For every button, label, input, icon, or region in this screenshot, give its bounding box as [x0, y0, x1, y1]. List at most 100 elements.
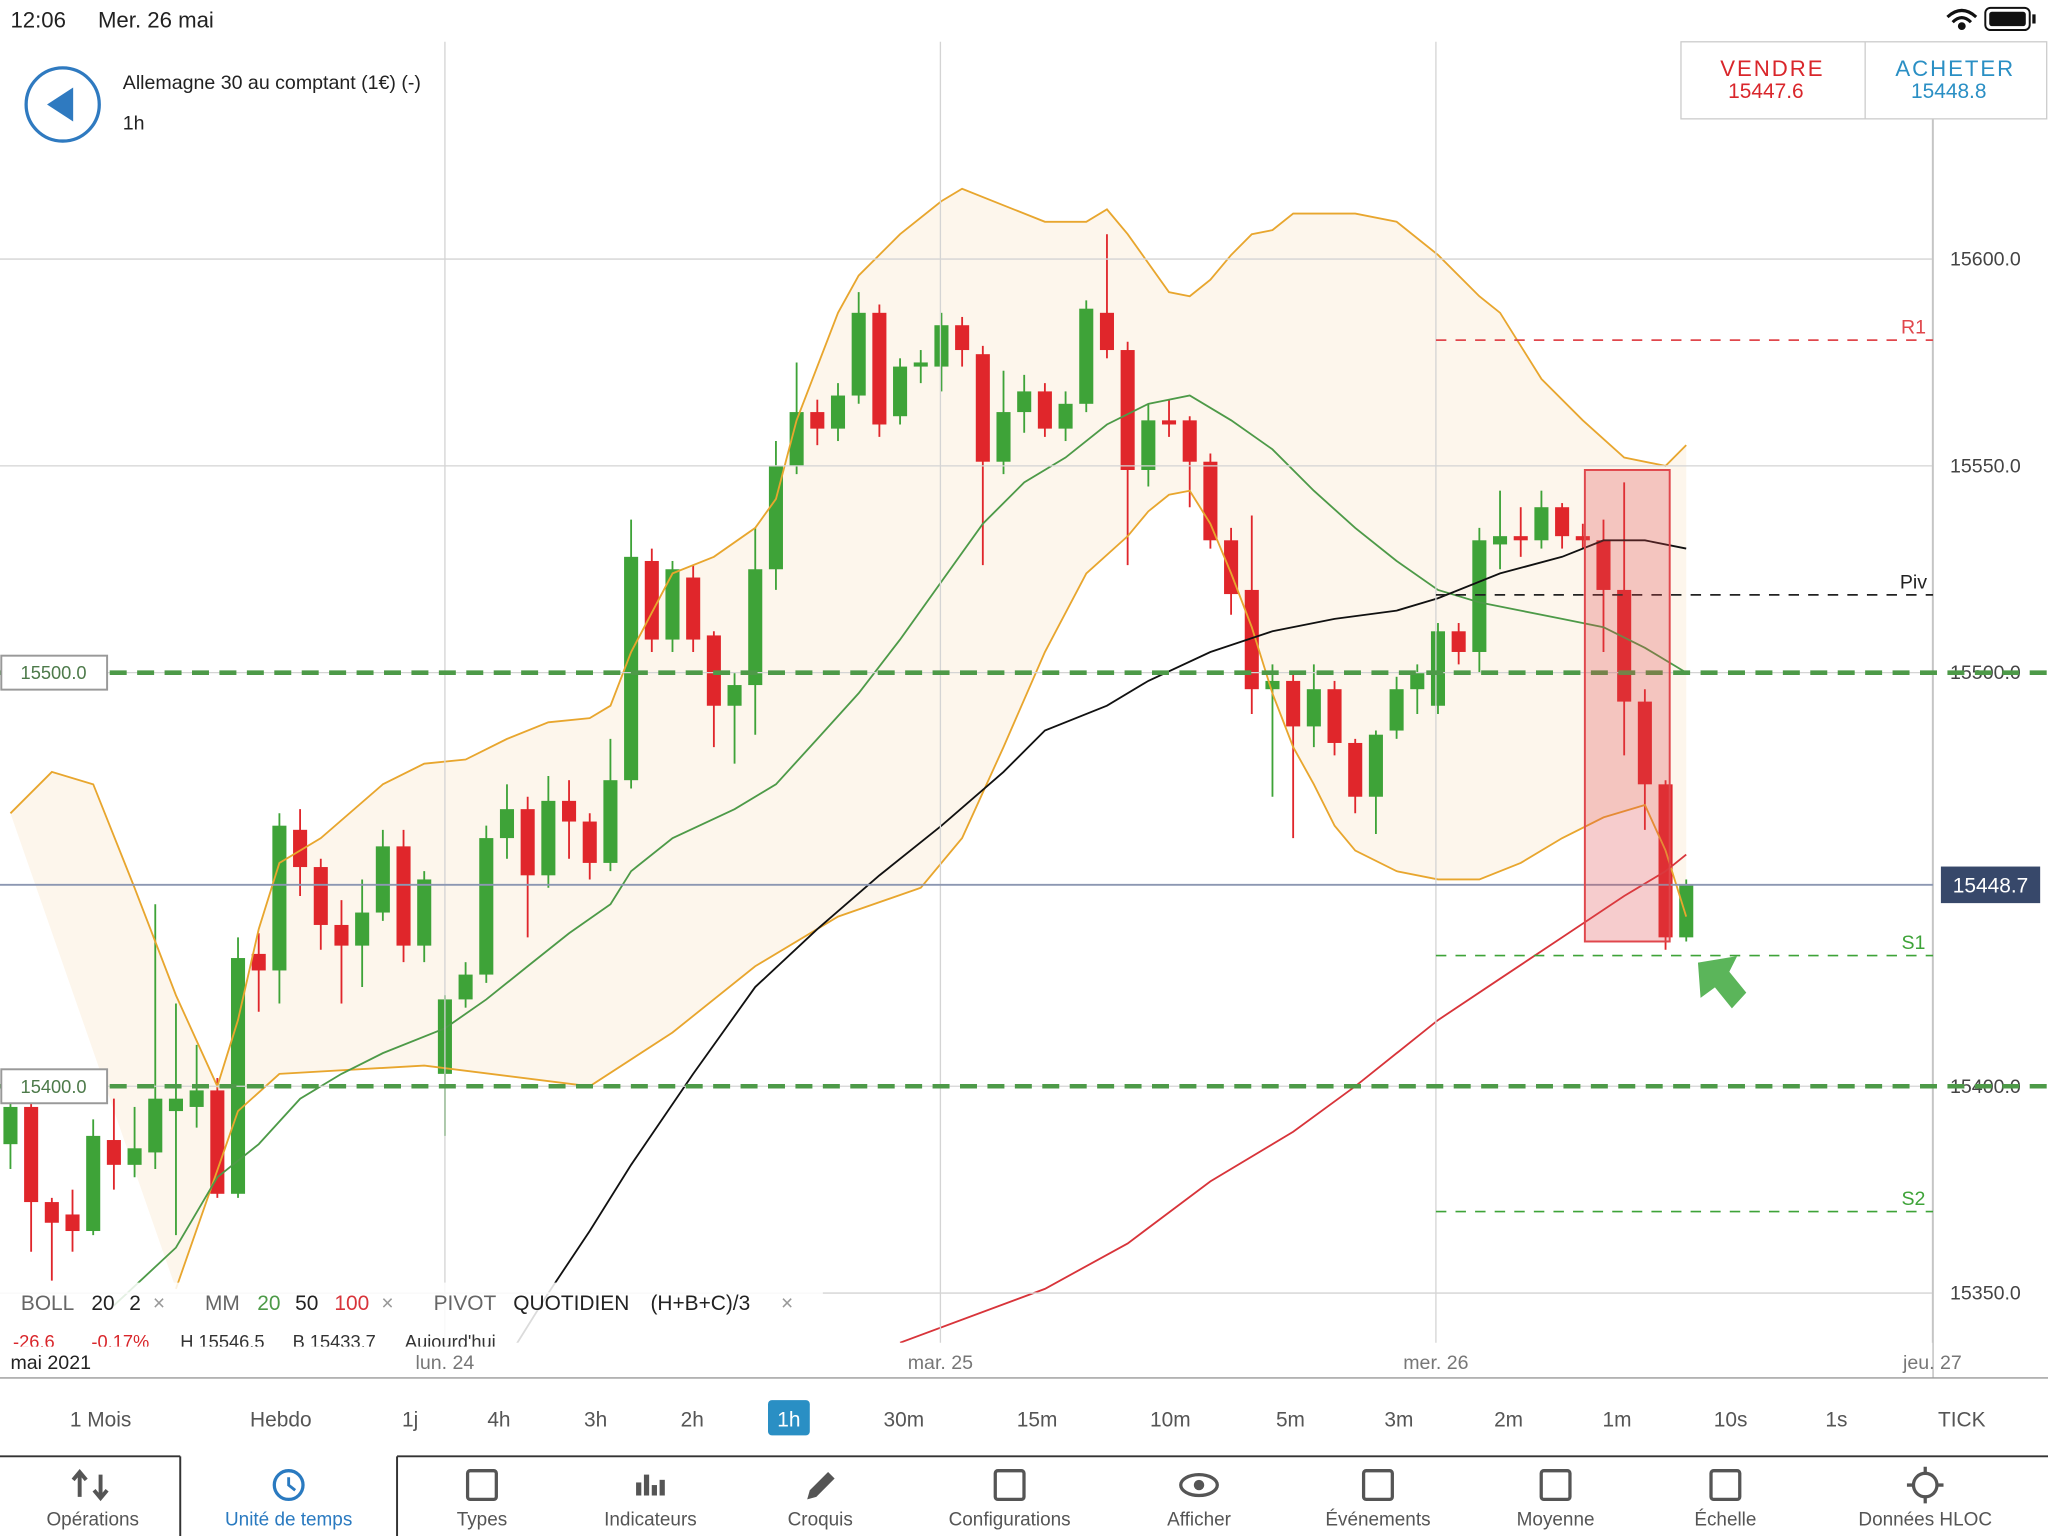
candle-body — [665, 569, 680, 640]
buy-label: ACHETER — [1895, 56, 2015, 81]
moving-average — [516, 539, 1687, 1343]
timeframe: 1h — [123, 112, 145, 134]
candle-body — [644, 560, 659, 640]
candle-body — [1493, 536, 1508, 545]
toolbar-button[interactable]: Échelle — [1694, 1469, 1756, 1531]
moving-average — [113, 394, 1687, 1307]
candle-body — [520, 809, 535, 876]
candle-body — [872, 312, 887, 425]
battery-icon — [1984, 6, 2036, 32]
toolbar-button[interactable]: Événements — [1325, 1469, 1431, 1531]
timeframe-label: Hebdo — [250, 1408, 312, 1431]
legend-stat: B 15433.7 — [293, 1331, 376, 1352]
icon — [1911, 1471, 1939, 1499]
timeframe-button[interactable]: 2h — [681, 1408, 704, 1431]
toolbar-button[interactable]: Afficher — [1167, 1472, 1231, 1531]
bollinger-fill — [10, 188, 1687, 1289]
legend-close[interactable]: × — [781, 1292, 793, 1315]
candle-body — [86, 1135, 101, 1232]
candle-body — [458, 974, 473, 1000]
candle-body — [1430, 631, 1446, 706]
toolbar-button[interactable]: Croquis — [788, 1472, 853, 1531]
timeframe-button[interactable]: 5m — [1276, 1408, 1305, 1431]
candle-body — [768, 465, 783, 570]
last-price-tag — [1940, 866, 2041, 904]
candle-body — [830, 395, 846, 429]
timeframe-button[interactable]: 15m — [1017, 1408, 1058, 1431]
candle-body — [1265, 680, 1280, 690]
candle-body — [355, 912, 370, 946]
legend-stat: -0.17% — [91, 1331, 149, 1352]
y-tick-label: 15350.0 — [1950, 1283, 2021, 1305]
arrow-annotation — [1697, 956, 1747, 1009]
back-button[interactable] — [24, 66, 101, 143]
legend-stat: Aujourd'hui — [405, 1331, 496, 1352]
timeframe-label: 1j — [402, 1408, 418, 1431]
legend-pivot-period: QUOTIDIEN — [513, 1292, 629, 1315]
candle-body — [996, 412, 1011, 462]
timeframe-button[interactable]: TICK — [1938, 1408, 1986, 1431]
candle-body — [479, 838, 494, 975]
timeframe-label: 1s — [1825, 1408, 1847, 1431]
timeframe-button[interactable]: 1h — [768, 1400, 810, 1436]
candle-body — [1120, 350, 1135, 470]
buy-button[interactable]: ACHETER 15448.8 — [1895, 56, 2015, 103]
candle-body — [893, 366, 908, 417]
timeframe-button[interactable]: 30m — [884, 1408, 925, 1431]
candle-body — [913, 362, 928, 367]
timeframe-button[interactable]: 1s — [1825, 1408, 1847, 1431]
timeframe-selected-bg — [768, 1400, 810, 1436]
toolbar-button[interactable]: Moyenne — [1517, 1469, 1595, 1531]
timeframe-button[interactable]: 10m — [1150, 1408, 1191, 1431]
timeframe-button[interactable]: 3h — [584, 1408, 607, 1431]
candle-body — [1534, 507, 1549, 541]
candle-body — [1555, 507, 1570, 537]
status-date: Mer. 26 mai — [98, 7, 214, 32]
candle-body — [1182, 420, 1197, 462]
timeframe-button[interactable]: 1 Mois — [70, 1408, 131, 1431]
timeframe-label: 1 Mois — [70, 1408, 131, 1431]
candle-body — [1596, 540, 1611, 590]
icon — [465, 1469, 498, 1502]
icon — [993, 1469, 1026, 1502]
candle-body — [686, 577, 701, 640]
candle-body — [1368, 734, 1383, 797]
timeframe-button[interactable]: 2m — [1494, 1408, 1523, 1431]
candle-body — [624, 556, 639, 781]
legend-close[interactable]: × — [153, 1292, 165, 1315]
timeframe-button[interactable]: Hebdo — [250, 1408, 312, 1431]
toolbar-button[interactable]: Configurations — [949, 1469, 1071, 1531]
toolbar-button[interactable]: Unité de temps — [225, 1469, 352, 1531]
candle-body — [189, 1090, 204, 1107]
legend-mm: MM — [205, 1292, 240, 1315]
toolbar-label: Afficher — [1167, 1510, 1231, 1531]
icon — [1906, 1466, 1944, 1504]
timeframe-button[interactable]: 1m — [1602, 1408, 1631, 1431]
candle-body — [603, 780, 618, 863]
timeframe-label: 1h — [777, 1408, 800, 1431]
sell-button[interactable]: VENDRE 15447.6 — [1720, 56, 1824, 103]
toolbar-button[interactable]: Types — [457, 1469, 507, 1531]
icon — [1193, 1479, 1205, 1491]
candle-body — [1637, 701, 1652, 785]
toolbar-button[interactable]: Indicateurs — [604, 1474, 697, 1531]
candle-body — [582, 821, 597, 863]
timeframe-button[interactable]: 3m — [1384, 1408, 1413, 1431]
toolbar-button[interactable]: Données HLOC — [1858, 1466, 1992, 1531]
toolbar-label: Données HLOC — [1858, 1510, 1992, 1531]
x-tick-label: lun. 24 — [416, 1352, 475, 1374]
candle-body — [210, 1090, 225, 1194]
timeframe-label: 3m — [1384, 1408, 1413, 1431]
legend-pivot-formula: (H+B+C)/3 — [650, 1292, 750, 1315]
timeframe-button[interactable]: 1j — [402, 1408, 418, 1431]
icon — [659, 1479, 665, 1496]
candle-body — [934, 325, 949, 367]
toolbar-button[interactable]: Opérations — [46, 1468, 139, 1531]
timeframe-button[interactable]: 4h — [487, 1408, 510, 1431]
toolbar-frame — [0, 1455, 2048, 1536]
candle-body — [334, 924, 349, 946]
timeframe-button[interactable]: 10s — [1714, 1408, 1748, 1431]
candle-body — [313, 867, 328, 925]
legend-close[interactable]: × — [381, 1292, 393, 1315]
